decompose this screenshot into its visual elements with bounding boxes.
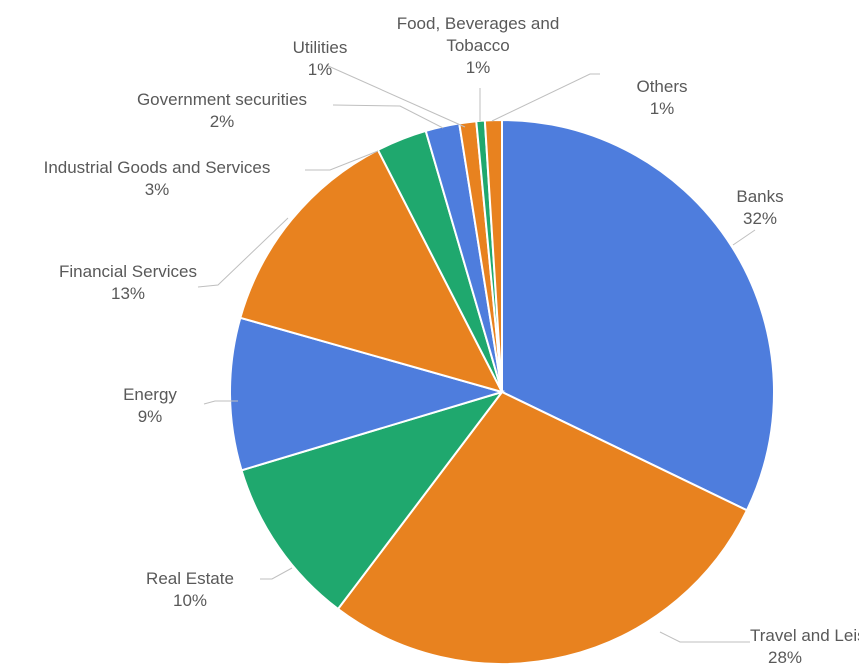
slice-percent: 9%	[138, 407, 163, 426]
slice-label-banks: Banks 32%	[736, 187, 783, 228]
leader-line-utilities	[325, 64, 466, 128]
slice-label-financial-services: Financial Services 13%	[59, 262, 197, 303]
leader-line-others	[491, 73, 600, 122]
leader-line-real-estate	[260, 567, 293, 580]
pie-slice-energy	[229, 316, 506, 472]
slice-category-name: Industrial Goods and Services	[44, 158, 271, 177]
slice-percent: 13%	[111, 284, 145, 303]
slice-label-real-estate: Real Estate 10%	[146, 569, 234, 610]
slice-label-travel-and-leisure: Travel and Leisure 28%	[750, 626, 859, 667]
slice-percent: 32%	[743, 209, 777, 228]
slice-label-industrial-goods-and-services: Industrial Goods and Services 3%	[44, 158, 271, 199]
slice-label-government-securities: Government securities 2%	[137, 90, 307, 131]
slice-percent: 1%	[650, 99, 675, 118]
leader-lines	[197, 64, 756, 643]
slice-category-name: Tobacco	[446, 36, 509, 55]
pie-slice-real-estate	[240, 390, 505, 611]
slice-labels: Banks 32% Travel and Leisure 28% Real Estate…	[44, 14, 859, 667]
slice-category-name: Food, Beverages and	[397, 14, 560, 33]
slice-category-name: Others	[636, 77, 687, 96]
slice-category-name: Real Estate	[146, 569, 234, 588]
slice-percent: 2%	[210, 112, 235, 131]
slice-percent: 3%	[145, 180, 170, 199]
slice-category-name: Financial Services	[59, 262, 197, 281]
slice-category-name: Government securities	[137, 90, 307, 109]
pie-slice-financial-services	[239, 148, 504, 394]
slice-category-name: Travel and Leisure	[750, 626, 859, 645]
pie-slice-banks	[501, 118, 775, 512]
leader-line-industrial-goods-and-services	[305, 150, 379, 171]
leader-line-government-securities	[332, 104, 444, 129]
slice-category-name: Utilities	[293, 38, 348, 57]
leader-line-banks	[732, 229, 756, 246]
slice-percent: 1%	[308, 60, 333, 79]
slice-category-name: Banks	[736, 187, 783, 206]
slice-percent: 1%	[466, 58, 491, 77]
leader-line-financial-services	[197, 217, 289, 288]
leader-line-travel-and-leisure	[659, 631, 750, 643]
pie-slices	[229, 118, 775, 665]
leader-line-energy	[203, 400, 238, 405]
slice-label-food-beverages-and-tobacco: Food, Beverages and Tobacco 1%	[397, 14, 560, 77]
pie-slice-travel-and-leisure	[336, 390, 749, 665]
slice-percent: 28%	[768, 648, 802, 667]
slice-category-name: Energy	[123, 385, 177, 404]
slice-label-utilities: Utilities 1%	[293, 38, 348, 79]
slice-percent: 10%	[173, 591, 207, 610]
slice-label-others: Others 1%	[636, 77, 687, 118]
slice-label-energy: Energy 9%	[123, 385, 177, 426]
